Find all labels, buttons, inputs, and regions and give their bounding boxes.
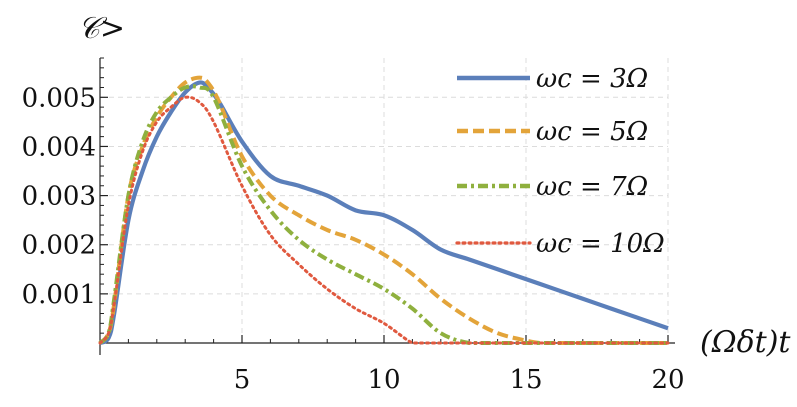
legend-label-3: ωc = 7Ω — [536, 172, 648, 202]
series-lines — [98, 75, 670, 345]
legend-label-4: ωc = 10Ω — [536, 229, 665, 259]
y-axis-title: 𝒞> — [78, 11, 125, 46]
y-tick-label: 0.001 — [22, 280, 96, 310]
y-tick-label: 0.002 — [22, 231, 96, 261]
x-axis-title: (Ωδt)t — [700, 325, 791, 360]
axis-ticks: 5 10 15 20 0.001 0.002 0.003 0.004 0.005 — [22, 57, 685, 395]
series-line-4 — [98, 95, 670, 345]
y-tick-label: 0.005 — [22, 83, 96, 113]
x-tick-label: 15 — [509, 365, 542, 395]
x-tick-label: 10 — [367, 365, 400, 395]
x-tick-label: 5 — [234, 365, 251, 395]
grid-lines — [100, 58, 669, 343]
y-tick-label: 0.004 — [22, 132, 96, 162]
legend-label-2: ωc = 5Ω — [536, 117, 648, 147]
x-tick-label: 20 — [651, 365, 684, 395]
legend-label-1: ωc = 3Ω — [536, 64, 648, 94]
y-tick-label: 0.003 — [22, 182, 96, 212]
axes — [99, 58, 675, 355]
legend: ωc = 3Ω ωc = 5Ω ωc = 7Ω ωc = 10Ω — [455, 64, 665, 259]
series-line-1 — [98, 80, 669, 345]
